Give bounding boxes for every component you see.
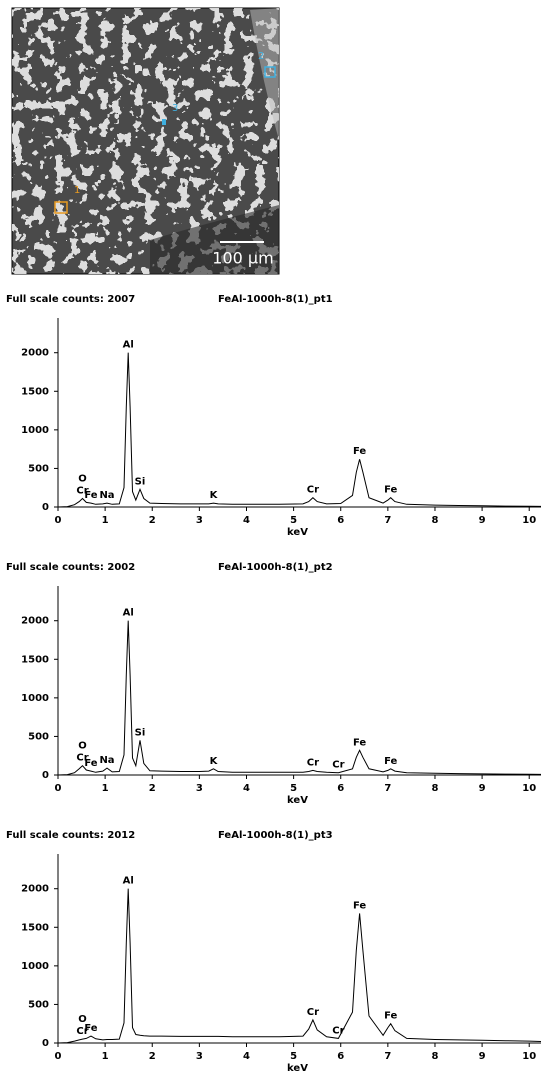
marker-label: 3	[172, 103, 178, 114]
x-tick-label: 3	[196, 515, 203, 526]
x-tick-label: 4	[243, 1051, 250, 1062]
y-tick-label: 1000	[21, 961, 49, 972]
x-axis-label: keV	[287, 795, 308, 806]
peak-label: Si	[135, 727, 146, 738]
peak-label: Fe	[384, 485, 397, 496]
peak-label: Si	[135, 476, 146, 487]
x-tick-label: 9	[479, 783, 486, 794]
spectrum-line	[57, 888, 542, 1044]
y-tick-label: 0	[42, 770, 49, 781]
peak-label: Fe	[353, 446, 366, 457]
chart-subtitle: Full scale counts: 2012	[6, 830, 135, 841]
y-tick-label: 2000	[21, 616, 49, 627]
chart-subtitle: Full scale counts: 2002	[6, 562, 135, 573]
y-tick-label: 1500	[21, 922, 49, 933]
peak-label: K	[210, 490, 219, 501]
x-tick-label: 1	[102, 1051, 109, 1062]
peak-label: Cr	[332, 760, 344, 771]
x-tick-label: 4	[243, 515, 250, 526]
peak-label: O	[78, 741, 87, 752]
y-tick-label: 0	[42, 502, 49, 513]
y-tick-label: 1000	[21, 693, 49, 704]
x-tick-label: 5	[290, 515, 297, 526]
peak-label: Cr	[76, 1026, 88, 1037]
x-tick-label: 4	[243, 783, 250, 794]
peak-label: Al	[123, 876, 134, 887]
x-tick-label: 9	[479, 1051, 486, 1062]
peak-label: Fe	[353, 737, 366, 748]
x-tick-label: 8	[431, 515, 438, 526]
chart-title: FeAl-1000h-8(1)_pt1	[218, 294, 333, 305]
x-tick-label: 2	[149, 783, 156, 794]
x-tick-label: 6	[337, 515, 344, 526]
y-tick-label: 500	[28, 999, 49, 1010]
peak-label: Cr	[307, 757, 319, 768]
peak-label: Al	[123, 608, 134, 619]
peak-label: K	[210, 756, 219, 767]
scale-bar-label: 100 µm	[212, 249, 273, 268]
x-tick-label: 10	[522, 515, 536, 526]
peak-label: Cr	[307, 1007, 319, 1018]
x-tick-label: 8	[431, 1051, 438, 1062]
x-tick-label: 9	[479, 515, 486, 526]
y-tick-label: 500	[28, 463, 49, 474]
peak-label: Fe	[353, 900, 366, 911]
peak-label: Fe	[384, 1011, 397, 1022]
x-tick-label: 7	[384, 515, 391, 526]
chart-title: FeAl-1000h-8(1)_pt3	[218, 830, 333, 841]
x-tick-label: 0	[55, 515, 62, 526]
x-tick-label: 5	[290, 783, 297, 794]
x-tick-label: 2	[149, 1051, 156, 1062]
peak-label: O	[78, 474, 87, 485]
peak-label: Al	[123, 340, 134, 351]
marker-label: 1	[74, 185, 80, 196]
peak-label: Cr	[76, 753, 88, 764]
y-tick-label: 1000	[21, 425, 49, 436]
chart-subtitle: Full scale counts: 2007	[6, 294, 135, 305]
peak-label: Fe	[384, 756, 397, 767]
chart-title: FeAl-1000h-8(1)_pt2	[218, 562, 333, 573]
x-tick-label: 2	[149, 515, 156, 526]
peak-label: Fe	[84, 490, 97, 501]
y-tick-label: 2000	[21, 348, 49, 359]
x-axis-label: keV	[287, 527, 308, 538]
sem-image: 1 2 3 100 µm	[11, 7, 280, 275]
x-tick-label: 6	[337, 1051, 344, 1062]
x-tick-label: 6	[337, 783, 344, 794]
x-tick-label: 1	[102, 515, 109, 526]
peak-label: O	[78, 1014, 87, 1025]
peak-label: Cr	[76, 486, 88, 497]
x-tick-label: 0	[55, 783, 62, 794]
x-axis-label: keV	[287, 1063, 308, 1074]
x-tick-label: 7	[384, 783, 391, 794]
x-tick-label: 7	[384, 1051, 391, 1062]
x-tick-label: 1	[102, 783, 109, 794]
peak-label: Na	[99, 755, 114, 766]
x-tick-label: 8	[431, 783, 438, 794]
spectrum-line	[57, 620, 542, 776]
peak-label: Fe	[84, 1023, 97, 1034]
x-tick-label: 3	[196, 783, 203, 794]
x-tick-label: 5	[290, 1051, 297, 1062]
x-tick-label: 10	[522, 783, 536, 794]
y-tick-label: 1500	[21, 654, 49, 665]
y-tick-label: 2000	[21, 884, 49, 895]
marker-label: 2	[258, 51, 264, 62]
y-tick-label: 0	[42, 1038, 49, 1049]
x-tick-label: 10	[522, 1051, 536, 1062]
x-tick-label: 3	[196, 1051, 203, 1062]
y-tick-label: 1500	[21, 386, 49, 397]
x-tick-label: 0	[55, 1051, 62, 1062]
peak-label: Cr	[332, 1025, 344, 1036]
peak-label: Fe	[84, 758, 97, 769]
y-tick-label: 500	[28, 731, 49, 742]
spectrum-line	[57, 352, 542, 508]
peak-label: Cr	[307, 485, 319, 496]
peak-label: Na	[99, 490, 114, 501]
